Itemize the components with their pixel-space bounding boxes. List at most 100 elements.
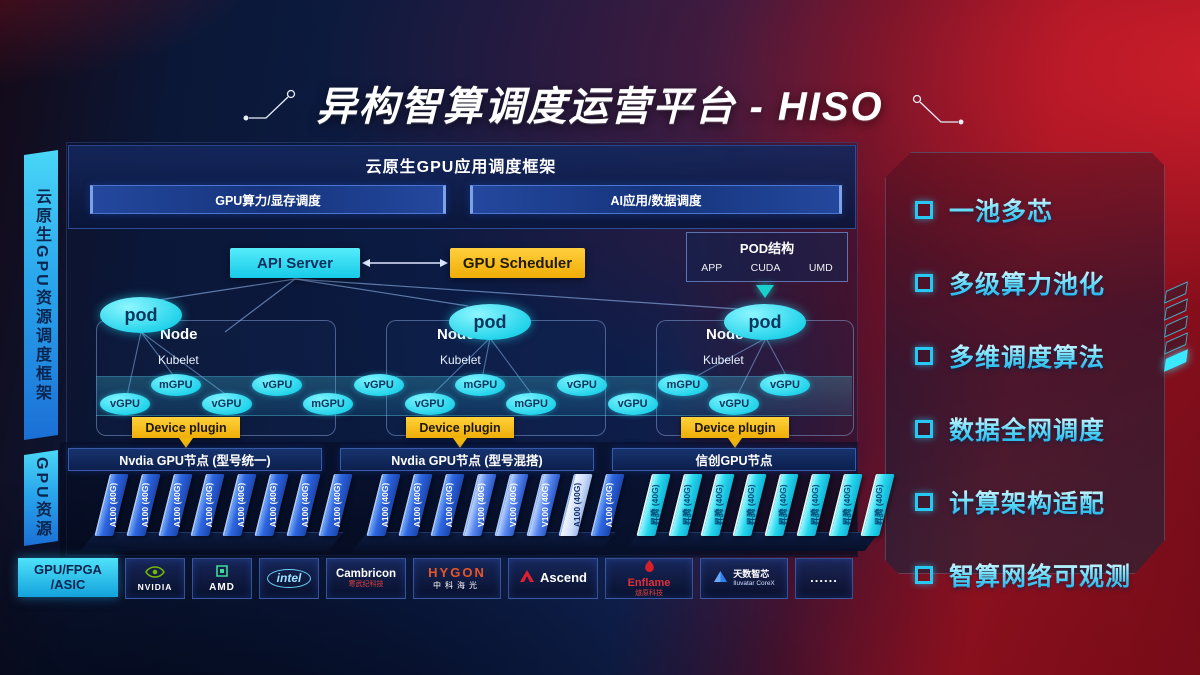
pod-item-umd: UMD	[808, 262, 833, 274]
hardware-types-box: GPU/FPGA /ASIC	[18, 558, 118, 597]
gpu-card-row-2: A100 (40G) A100 (40G) A100 (40G) V100 (40G)…	[366, 474, 625, 536]
gpu-card-label: A100 (40G)	[267, 482, 278, 528]
vendor-amd: AMD	[192, 558, 252, 599]
feature-label: 智算网络可观测	[949, 557, 1131, 593]
api-server-box: API Server	[230, 248, 360, 278]
hardware-types-line1: GPU/FPGA	[34, 562, 102, 578]
gpu-card-label: V100 (40G)	[539, 483, 550, 527]
gpu-card-label: A100 (40G)	[603, 482, 614, 528]
pod-structure-items: APP CUDA UMD	[687, 262, 847, 274]
gpu-card: A100 (40G)	[398, 474, 433, 536]
gpu-ellipse: vGPU	[759, 374, 810, 396]
feature-item: 多级算力池化	[915, 265, 1131, 301]
hardware-types-line2: /ASIC	[50, 576, 86, 592]
gpu-card: A100 (40G)	[430, 474, 465, 536]
gpu-ellipse: mGPU	[150, 374, 201, 396]
pod-item-cuda: CUDA	[750, 262, 781, 274]
gpu-card-label: V100 (40G)	[507, 483, 518, 527]
gpu-card: V100 (40G)	[494, 474, 529, 536]
gpu-ellipse: vGPU	[100, 393, 150, 415]
vendor-nvidia-label: NVIDIA	[137, 582, 173, 593]
feature-item: 多维调度算法	[915, 338, 1131, 374]
gpu-card: 昇腾 (40G)	[668, 474, 703, 536]
gpu-card-label: A100 (40G)	[299, 482, 310, 528]
pod-structure-title: POD结构	[739, 241, 795, 256]
gpu-card-label: 昇腾 (40G)	[713, 484, 724, 526]
gpu-scheduler-box: GPU Scheduler	[450, 248, 585, 278]
gpu-compute-scheduling-box: GPU算力/显存调度	[90, 185, 446, 214]
vendor-cambricon: Cambricon 寒武纪科技	[326, 558, 406, 599]
vendor-intel: intel	[259, 558, 319, 599]
gpu-ellipse: mGPU	[506, 393, 557, 415]
gpu-row-header-xinchuang: 信创GPU节点	[612, 448, 856, 471]
pod-ellipse-2: pod	[449, 304, 531, 340]
gpu-card-label: 昇腾 (40G)	[649, 484, 660, 526]
vendor-more: ......	[795, 558, 853, 599]
gpu-card: A100 (40G)	[286, 474, 321, 536]
ai-data-scheduling-box: AI应用/数据调度	[470, 185, 842, 214]
vendor-ascend: Ascend	[508, 558, 598, 599]
vendor-ascend-label: Ascend	[540, 570, 587, 586]
vendor-hygon-sub: 中科海光	[433, 580, 481, 590]
feature-label: 计算架构适配	[949, 484, 1105, 520]
gpu-card: V100 (40G)	[462, 474, 497, 536]
gpu-card-label: A100 (40G)	[235, 482, 246, 528]
amd-arrow-icon	[216, 564, 228, 582]
gpu-card: 昇腾 (40G)	[764, 474, 799, 536]
gpu-card-label: V100 (40G)	[475, 483, 486, 527]
gpu-card: A100 (40G)	[222, 474, 257, 536]
square-bullet-icon	[915, 493, 933, 511]
hazard-stripes-decoration	[1164, 281, 1188, 372]
vendor-cambricon-label: Cambricon	[335, 567, 397, 580]
vendor-hygon-label: HYGON	[428, 565, 486, 581]
vendor-iluvatar-sub: Iluvatar CoreX	[733, 579, 775, 587]
gpu-card-row-1: A100 (40G) A100 (40G) A100 (40G) A100 (40G)…	[94, 474, 353, 536]
feature-label: 多维调度算法	[949, 338, 1105, 374]
gpu-card: A100 (40G)	[190, 474, 225, 536]
nvidia-eye-icon	[145, 565, 165, 583]
feature-item: 智算网络可观测	[915, 557, 1131, 593]
vendor-hygon: HYGON 中科海光	[413, 558, 501, 599]
gpu-ellipse: vGPU	[607, 393, 658, 415]
gpu-card-label: A100 (40G)	[411, 482, 422, 528]
gpu-ellipse: vGPU	[709, 393, 760, 415]
gpu-ellipse: mGPU	[455, 374, 506, 396]
gpu-card-label: 昇腾 (40G)	[777, 484, 788, 526]
feature-list: 一池多芯 多级算力池化 多维调度算法 数据全网调度 计算架构适配 智算网络可观测	[915, 192, 1131, 593]
gpu-card-row-3: 昇腾 (40G) 昇腾 (40G) 昇腾 (40G) 昇腾 (40G) 昇腾 (40G)…	[636, 474, 895, 536]
gpu-card-label: 昇腾 (40G)	[873, 484, 884, 526]
gpu-ellipse: mGPU	[658, 374, 709, 396]
vendor-iluvatar: 天数智芯 Iluvatar CoreX	[700, 558, 788, 599]
enflame-flame-icon	[644, 559, 654, 577]
gpu-card-label: A100 (40G)	[443, 482, 454, 528]
gpu-card-label: 昇腾 (40G)	[745, 484, 756, 526]
pod-structure-down-arrow-icon	[756, 285, 774, 298]
vendor-intel-label: intel	[266, 568, 312, 589]
vendor-nvidia: NVIDIA	[125, 558, 185, 599]
gpu-card-label: A100 (40G)	[171, 482, 182, 528]
vendor-enflame-sub: 燧原科技	[635, 590, 663, 597]
square-bullet-icon	[915, 347, 933, 365]
kubelet-3-label: Kubelet	[703, 353, 744, 367]
gpu-ellipse: vGPU	[353, 374, 404, 396]
gpu-ellipse: mGPU	[303, 393, 354, 415]
gpu-row-header-uniform: Nvdia GPU节点 (型号统一)	[68, 448, 322, 471]
square-bullet-icon	[915, 566, 933, 584]
gpu-card: A100 (40G)	[558, 474, 593, 536]
gpu-card: V100 (40G)	[526, 474, 561, 536]
feature-item: 一池多芯	[915, 192, 1131, 228]
gpu-card: 昇腾 (40G)	[700, 474, 735, 536]
pod-ellipse-1: pod	[100, 297, 182, 333]
vendor-more-label: ......	[810, 570, 838, 586]
gpu-ellipse: vGPU	[201, 393, 252, 415]
app-framework-title: 云原生GPU应用调度框架	[365, 159, 557, 176]
feature-label: 多级算力池化	[949, 265, 1105, 301]
vendor-cambricon-sub: 寒武纪科技	[348, 581, 384, 589]
vendor-enflame-label: Enflame	[627, 576, 671, 589]
pod-structure-box: POD结构 APP CUDA UMD	[686, 232, 848, 282]
gpu-card-label: A100 (40G)	[331, 482, 342, 528]
pod-item-app: APP	[701, 262, 723, 274]
pod-ellipse-3: pod	[724, 304, 806, 340]
gpu-card-label: A100 (40G)	[571, 482, 582, 528]
vendor-iluvatar-label: 天数智芯	[733, 568, 770, 579]
